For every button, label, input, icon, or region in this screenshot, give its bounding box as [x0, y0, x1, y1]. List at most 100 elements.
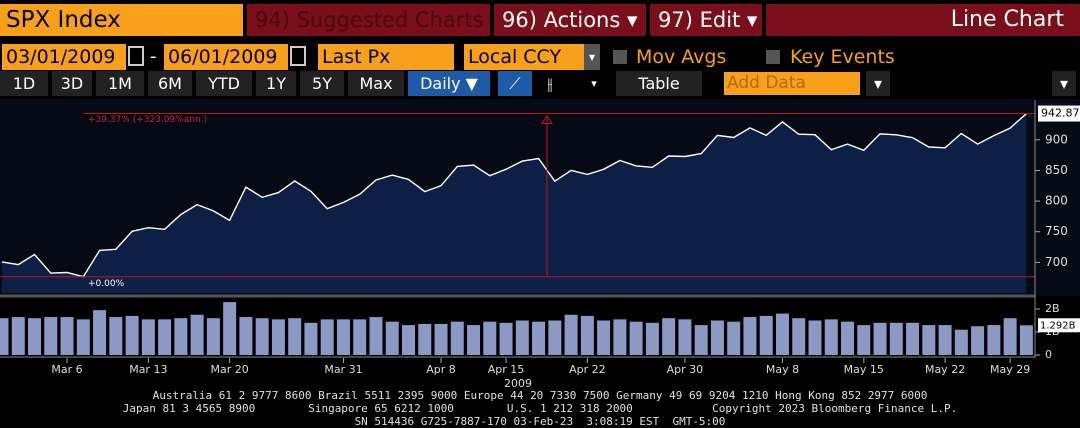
- price-line: [1, 113, 1027, 278]
- volume-bar: [239, 317, 253, 355]
- volume-bar: [873, 322, 887, 355]
- x-tick-label: Mar 20: [211, 363, 249, 376]
- volume-bar: [288, 318, 302, 355]
- volume-bar: [971, 326, 985, 355]
- y-tick-label: 0: [1045, 348, 1052, 361]
- volume-bar: [532, 321, 546, 355]
- dropdown-arrow[interactable]: ▾: [591, 77, 597, 90]
- field-select[interactable]: Last Px: [318, 44, 454, 70]
- marker-arrow: [541, 114, 553, 125]
- annotation: +39.37% (+323.09%ann.): [88, 115, 207, 125]
- y-tick-label: 700: [1045, 255, 1068, 269]
- volume-bar: [662, 318, 676, 355]
- x-tick-label: Mar 13: [129, 363, 167, 376]
- actions-menu[interactable]: 96) Actions ▾: [494, 4, 646, 36]
- dash: -: [150, 46, 157, 67]
- key-events[interactable]: Key Events: [790, 46, 895, 68]
- volume-bar: [190, 314, 204, 355]
- volume-bar: [1003, 318, 1017, 355]
- suggested-charts[interactable]: 94) Suggested Charts: [247, 4, 490, 36]
- volume-bar: [759, 315, 773, 355]
- currency-select[interactable]: Local CCY: [464, 44, 584, 70]
- add-data[interactable]: Add Data: [724, 72, 860, 95]
- volume-bar: [710, 320, 724, 355]
- volume-bar: [857, 325, 871, 355]
- dropdown-arrow[interactable]: ▾: [1052, 71, 1076, 96]
- x-tick-label: Apr 15: [488, 363, 525, 376]
- checkbox[interactable]: [613, 50, 627, 64]
- volume-bar: [271, 319, 285, 355]
- volume-bar: [775, 313, 789, 355]
- volume-bar: [434, 323, 448, 355]
- edit-menu[interactable]: 97) Edit ▾: [650, 4, 762, 36]
- footer-line: Japan 81 3 4565 8900 Singapore 65 6212 1…: [122, 402, 958, 415]
- volume-bar: [141, 319, 155, 355]
- y-tick-label: 900: [1045, 132, 1068, 146]
- frequency[interactable]: Daily ▼: [408, 71, 490, 96]
- volume-bar: [93, 310, 107, 355]
- volume-bar: [125, 315, 139, 355]
- period-button[interactable]: 1M: [96, 71, 144, 96]
- volume-bar: [206, 318, 220, 355]
- x-tick-label: Mar 31: [324, 363, 362, 376]
- period-button[interactable]: 6M: [148, 71, 192, 96]
- view-title: Line Chart: [766, 4, 1080, 36]
- x-tick-label: Apr 8: [426, 363, 456, 376]
- volume-bar: [938, 325, 952, 355]
- volume-bar: [320, 319, 334, 355]
- volume-bar: [44, 317, 58, 355]
- volume-bar: [402, 325, 415, 355]
- period-button[interactable]: 1D: [0, 71, 48, 96]
- volume-bar: [353, 319, 367, 355]
- ticker[interactable]: SPX Index: [0, 4, 243, 36]
- line-icon[interactable]: ⟋: [498, 71, 532, 96]
- volume-bar: [109, 317, 123, 355]
- volume-bar: [987, 325, 1001, 355]
- annotation: +0.00%: [88, 279, 125, 289]
- volume-bar: [304, 322, 318, 355]
- volume-bar: [645, 322, 659, 355]
- volume-bar: [158, 319, 172, 355]
- mov-avgs[interactable]: Mov Avgs: [636, 46, 727, 68]
- volume-bar: [385, 321, 399, 355]
- end-date[interactable]: 06/01/2009: [164, 44, 288, 70]
- footer-line: SN 514436 G725-7887-170 03-Feb-23 3:08:1…: [354, 415, 726, 428]
- dropdown-arrow[interactable]: ▾: [866, 71, 890, 96]
- volume-bar: [922, 325, 936, 355]
- volume-bar: [223, 302, 237, 355]
- y-tick-label: 850: [1045, 163, 1068, 177]
- volume-bar: [792, 318, 806, 355]
- volume-bar: [580, 315, 594, 355]
- last-value-label: 1.292B: [1040, 320, 1076, 331]
- period-button[interactable]: 1Y: [256, 71, 296, 96]
- bar-icon[interactable]: ⫲: [547, 74, 553, 93]
- start-date[interactable]: 03/01/2009: [2, 44, 126, 70]
- volume-bar: [369, 317, 383, 355]
- calendar-icon[interactable]: [290, 46, 306, 66]
- period-button[interactable]: 5Y: [300, 71, 344, 96]
- volume-bar: [336, 319, 350, 355]
- last-value-box: [1038, 318, 1080, 333]
- volume-bar: [889, 322, 903, 355]
- table-button[interactable]: Table: [616, 71, 702, 96]
- volume-bar: [76, 319, 90, 355]
- period-button[interactable]: 3D: [52, 71, 92, 96]
- volume-bar: [678, 319, 692, 355]
- volume-bar: [450, 321, 464, 355]
- volume-bar: [824, 319, 838, 355]
- volume-bar: [1019, 325, 1033, 355]
- x-axis-label: 2009: [504, 377, 532, 390]
- period-button[interactable]: Max: [348, 71, 404, 96]
- volume-bar: [906, 322, 920, 355]
- axis-band: [0, 362, 1080, 392]
- calendar-icon[interactable]: [128, 46, 144, 66]
- x-tick-label: May 15: [844, 363, 884, 376]
- volume-bar: [564, 314, 578, 355]
- volume-bar: [11, 317, 25, 355]
- dropdown-arrow[interactable]: ▾: [584, 44, 600, 70]
- volume-bar: [548, 320, 562, 355]
- checkbox[interactable]: [766, 50, 780, 64]
- volume-bar: [467, 325, 481, 355]
- period-button[interactable]: YTD: [196, 71, 252, 96]
